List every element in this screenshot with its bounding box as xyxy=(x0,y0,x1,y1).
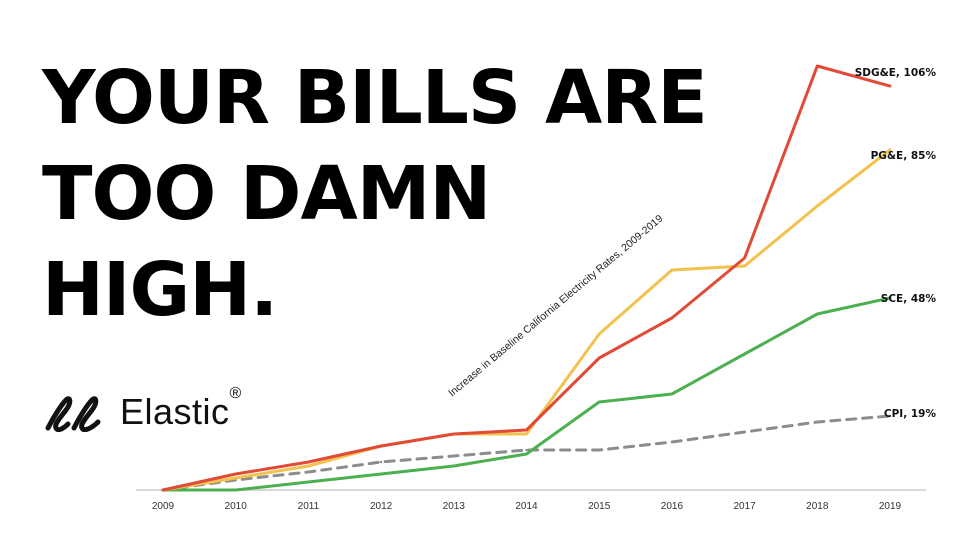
x-tick-label: 2009 xyxy=(152,501,175,512)
brand: Elastic® xyxy=(44,385,242,436)
series-point-1 xyxy=(598,332,601,336)
series-point-2 xyxy=(816,312,819,316)
series-point-1 xyxy=(816,204,819,208)
elastic-logo-icon xyxy=(45,396,101,432)
series-point-3 xyxy=(379,460,383,464)
series-point-2 xyxy=(598,400,601,404)
headline-line-2: TOO DAMN xyxy=(42,151,491,237)
headline: YOUR BILLS ARE TOO DAMN HIGH. xyxy=(42,50,708,338)
series-point-0 xyxy=(379,444,383,448)
series-point-1 xyxy=(670,268,674,272)
series-point-3 xyxy=(670,440,674,444)
series-point-1 xyxy=(888,148,892,152)
series-point-0 xyxy=(670,316,674,320)
series-point-2 xyxy=(307,480,310,484)
series-point-0 xyxy=(452,432,455,436)
series-point-2 xyxy=(452,464,455,468)
x-tick-label: 2017 xyxy=(733,501,756,512)
series-point-0 xyxy=(598,356,601,360)
series-point-0 xyxy=(743,256,746,260)
brand-name: Elastic® xyxy=(120,385,242,433)
series-point-3 xyxy=(816,420,819,424)
series-line-3 xyxy=(161,414,892,492)
x-tick-label: 2015 xyxy=(588,501,611,512)
series-label-0: SDG&E, 106% xyxy=(855,67,937,79)
brand-name-text: Elastic xyxy=(120,391,230,432)
x-tick-label: 2012 xyxy=(370,501,393,512)
series-point-1 xyxy=(307,464,310,468)
series-point-3 xyxy=(743,430,746,434)
series-point-0 xyxy=(525,428,528,432)
series-point-2 xyxy=(525,452,528,456)
registered-mark: ® xyxy=(229,385,242,402)
series-line-0 xyxy=(161,64,892,492)
series-point-2 xyxy=(234,488,237,492)
series-point-2 xyxy=(743,352,746,356)
x-tick-label: 2010 xyxy=(225,501,248,512)
series-point-2 xyxy=(379,472,383,476)
series-point-3 xyxy=(307,470,310,474)
x-tick-label: 2013 xyxy=(443,501,466,512)
series-label-3: CPI, 19% xyxy=(884,408,937,420)
series-point-0 xyxy=(307,460,310,464)
series-label-1: PG&E, 85% xyxy=(871,150,937,162)
x-tick-label: 2016 xyxy=(661,501,684,512)
x-tick-label: 2014 xyxy=(515,501,538,512)
series-point-0 xyxy=(888,84,892,88)
x-tick-label: 2019 xyxy=(879,501,902,512)
series-point-3 xyxy=(598,448,601,452)
series-point-3 xyxy=(452,454,455,458)
series-label-2: SCE, 48% xyxy=(881,293,937,305)
series-point-0 xyxy=(816,64,819,68)
series-point-0 xyxy=(161,488,165,492)
series-point-0 xyxy=(234,472,237,476)
headline-line-3: HIGH. xyxy=(42,247,278,333)
series-point-1 xyxy=(743,264,746,268)
series-point-3 xyxy=(888,414,892,418)
series-point-1 xyxy=(525,432,528,436)
series-line-1 xyxy=(161,148,892,492)
series-point-1 xyxy=(234,476,237,480)
series-point-2 xyxy=(670,392,674,396)
series-point-3 xyxy=(525,448,528,452)
x-tick-label: 2011 xyxy=(298,501,320,512)
series-point-2 xyxy=(888,296,892,300)
headline-line-1: YOUR BILLS ARE xyxy=(42,55,708,141)
x-tick-label: 2018 xyxy=(806,501,829,512)
